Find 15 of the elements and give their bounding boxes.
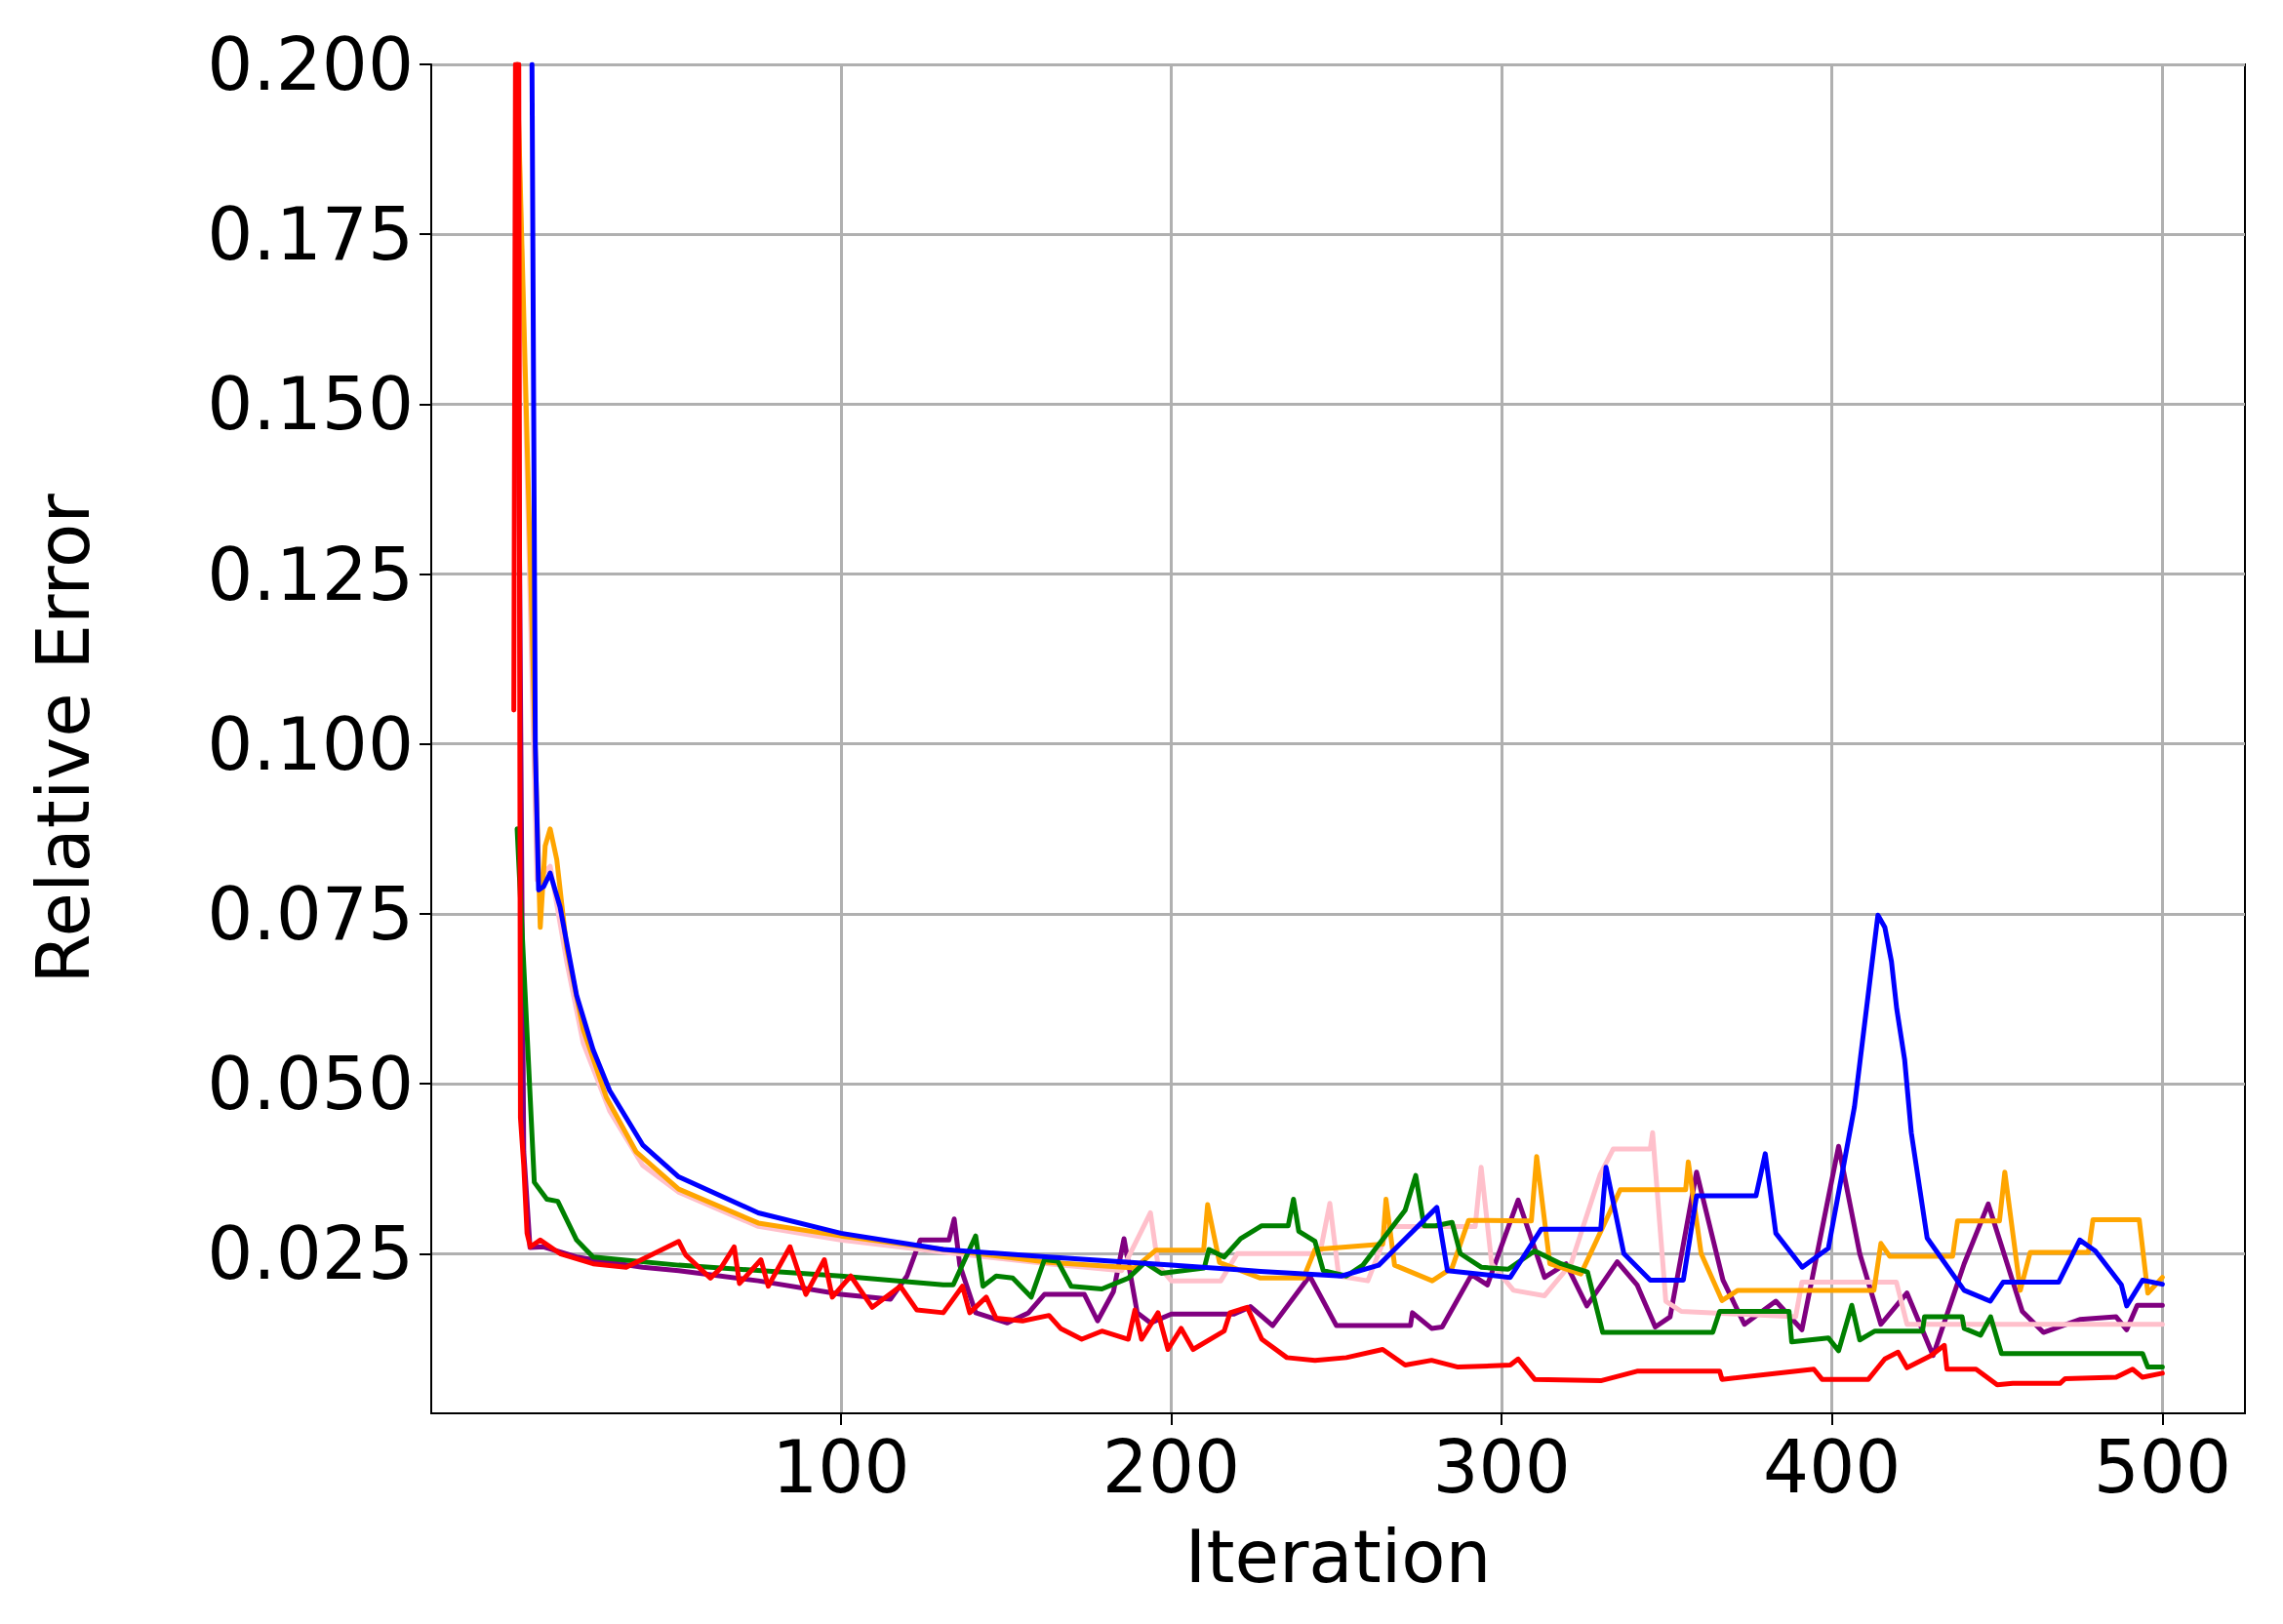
- x-tick-label: 100: [772, 1425, 910, 1509]
- y-tick-label: 0.200: [207, 22, 414, 106]
- x-axis-title: Iteration: [1184, 1515, 1492, 1599]
- y-tick-label: 0.025: [207, 1211, 414, 1296]
- x-tick-label: 300: [1432, 1425, 1571, 1509]
- x-tick-label: 200: [1101, 1425, 1241, 1509]
- y-tick-label: 0.125: [207, 532, 414, 616]
- y-tick-label: 0.075: [207, 871, 414, 956]
- y-axis-title: Relative Error: [21, 493, 105, 984]
- x-tick-label: 400: [1763, 1425, 1902, 1509]
- y-tick-label: 0.175: [207, 192, 414, 277]
- y-tick-label: 0.100: [207, 701, 414, 786]
- y-tick-label: 0.050: [207, 1042, 414, 1127]
- x-tick-label: 500: [2093, 1425, 2231, 1509]
- y-tick-label: 0.150: [207, 362, 414, 447]
